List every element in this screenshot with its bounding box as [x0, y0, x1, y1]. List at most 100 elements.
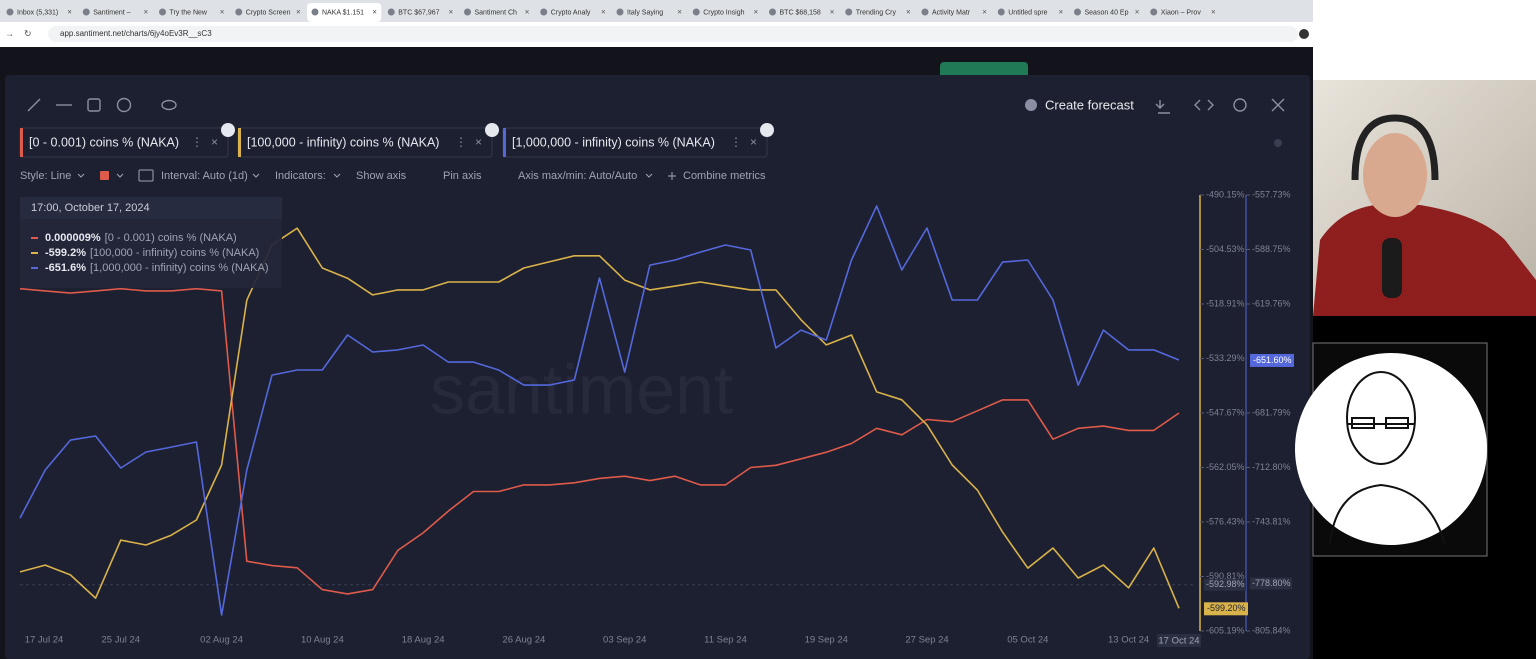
browser-tab[interactable] — [1069, 3, 1144, 22]
tab-title: Santiment Ch — [475, 9, 518, 16]
tab-title: Italy Saying — [627, 9, 663, 16]
tab-title: Inbox (5,331) — [17, 9, 58, 16]
browser-tab[interactable] — [383, 3, 458, 22]
browser-tab[interactable] — [2, 3, 77, 22]
browser-tab[interactable] — [154, 3, 229, 22]
avatar-face — [1346, 371, 1416, 465]
chart-modal — [5, 75, 1310, 659]
crosshair-label-bg — [1204, 578, 1246, 591]
back-button[interactable]: → — [5, 28, 14, 38]
chip-remove[interactable]: × — [750, 135, 757, 149]
tab-close[interactable]: × — [1059, 8, 1064, 17]
tab-favicon — [82, 8, 90, 16]
dropdown-carets — [77, 173, 653, 178]
pin-axis-setting[interactable]: Pin axis — [443, 170, 482, 182]
tab-close[interactable]: × — [906, 8, 911, 17]
tab-favicon — [6, 8, 14, 16]
tab-close[interactable]: × — [144, 8, 149, 17]
tab-close[interactable]: × — [754, 8, 759, 17]
close-icon[interactable] — [1271, 98, 1285, 112]
note-tool[interactable] — [87, 98, 101, 112]
browser-tab[interactable] — [993, 3, 1068, 22]
reload-button[interactable]: ↻ — [24, 28, 32, 38]
x-tick-label: 26 Aug 24 — [503, 635, 546, 646]
tab-favicon — [235, 8, 243, 16]
x-highlight-label: 17 Oct 24 — [1158, 636, 1199, 647]
tab-close[interactable]: × — [525, 8, 530, 17]
tab-close[interactable]: × — [830, 8, 835, 17]
y-tick-label: -590.81% — [1206, 571, 1245, 581]
x-tick-label: 02 Aug 24 — [200, 635, 243, 646]
browser-tab[interactable] — [917, 3, 992, 22]
y2-tick-label: -557.73% — [1252, 189, 1291, 199]
y2-tick-label: -681.79% — [1252, 407, 1291, 417]
last-value-label: -651.60% — [1253, 355, 1292, 365]
last-value-badge — [1204, 602, 1248, 616]
tab-close[interactable]: × — [677, 8, 682, 17]
plot: -490.15% -504.53% -518.91% -533.29% -547.67%… — [19, 189, 1294, 647]
chip-menu[interactable]: ⋮ — [455, 135, 467, 149]
x-tick-label: 17 Jul 24 — [25, 635, 64, 646]
browser-tab[interactable] — [307, 3, 382, 22]
tab-close[interactable]: × — [1135, 8, 1140, 17]
browser-tab[interactable] — [78, 3, 153, 22]
interval-setting[interactable]: Interval: Auto (1d) — [161, 170, 248, 182]
tab-close[interactable]: × — [982, 8, 987, 17]
create-forecast-button[interactable]: Create forecast — [1045, 97, 1134, 112]
visibility-tool[interactable] — [161, 99, 177, 111]
y-tick-label: -518.91% — [1206, 298, 1245, 308]
profile-icon[interactable] — [1299, 29, 1309, 39]
chip-menu[interactable]: ⋮ — [191, 135, 203, 149]
color-setting[interactable] — [100, 171, 109, 180]
y2-tick-label: -743.81% — [1252, 516, 1291, 526]
x-tick-label: 10 Aug 24 — [301, 635, 344, 646]
tab-close[interactable]: × — [601, 8, 606, 17]
tab-close[interactable]: × — [67, 8, 72, 17]
browser-tab[interactable] — [459, 3, 534, 22]
tab-close[interactable]: × — [372, 8, 377, 17]
metric-chips: [0 - 0.001) coins % (NAKA) ⋮ × [100,000 - i… — [19, 123, 774, 158]
emoji-tool[interactable] — [116, 97, 132, 113]
chip-menu[interactable]: ⋮ — [730, 135, 742, 149]
last-value-label: -599.20% — [1207, 603, 1246, 613]
show-axis-setting[interactable]: Show axis — [356, 170, 407, 182]
chip-color-bar — [503, 128, 506, 157]
embed-icon[interactable] — [1194, 99, 1214, 111]
tooltip-value: -651.6% — [45, 262, 86, 274]
tab-favicon — [845, 8, 853, 16]
browser-tab[interactable] — [1145, 3, 1220, 22]
series-line — [19, 287, 1180, 595]
browser-tab[interactable] — [764, 3, 839, 22]
download-icon[interactable] — [1155, 100, 1170, 114]
interval-icon — [138, 169, 154, 182]
chip-badge — [760, 123, 774, 137]
tab-title: NAKA $1.151 — [322, 9, 364, 16]
chip-remove[interactable]: × — [211, 135, 218, 149]
settings-icon[interactable] — [1233, 98, 1247, 112]
presenter-head — [1363, 133, 1427, 217]
axis-maxmin-setting[interactable]: Axis max/min: Auto/Auto — [518, 170, 637, 182]
combine-metrics-setting[interactable]: Combine metrics — [683, 170, 766, 182]
draw-line-tool[interactable] — [27, 98, 41, 112]
tab-title: Untitled spre — [1008, 9, 1047, 16]
browser-tab[interactable] — [688, 3, 763, 22]
chip-remove[interactable]: × — [475, 135, 482, 149]
last-value-badge — [1250, 353, 1294, 367]
x-tick-label: 18 Aug 24 — [402, 635, 445, 646]
crosshair-label: -778.80% — [1252, 578, 1291, 588]
tab-title: Xiaon – Prov — [1161, 9, 1202, 16]
browser-tab[interactable] — [840, 3, 915, 22]
x-tick-label: 27 Sep 24 — [905, 635, 948, 646]
style-setting[interactable]: Style: Line — [20, 170, 71, 182]
browser-tab[interactable] — [612, 3, 687, 22]
indicators-setting[interactable]: Indicators: — [275, 170, 326, 182]
avatar-circle — [1295, 353, 1487, 545]
browser-tab[interactable] — [230, 3, 305, 22]
browser-tab[interactable] — [535, 3, 610, 22]
x-highlight-bg — [1157, 634, 1201, 647]
url-field[interactable] — [48, 26, 1298, 42]
tab-close[interactable]: × — [449, 8, 454, 17]
tab-close[interactable]: × — [1211, 8, 1216, 17]
tab-close[interactable]: × — [296, 8, 301, 17]
tab-close[interactable]: × — [220, 8, 225, 17]
